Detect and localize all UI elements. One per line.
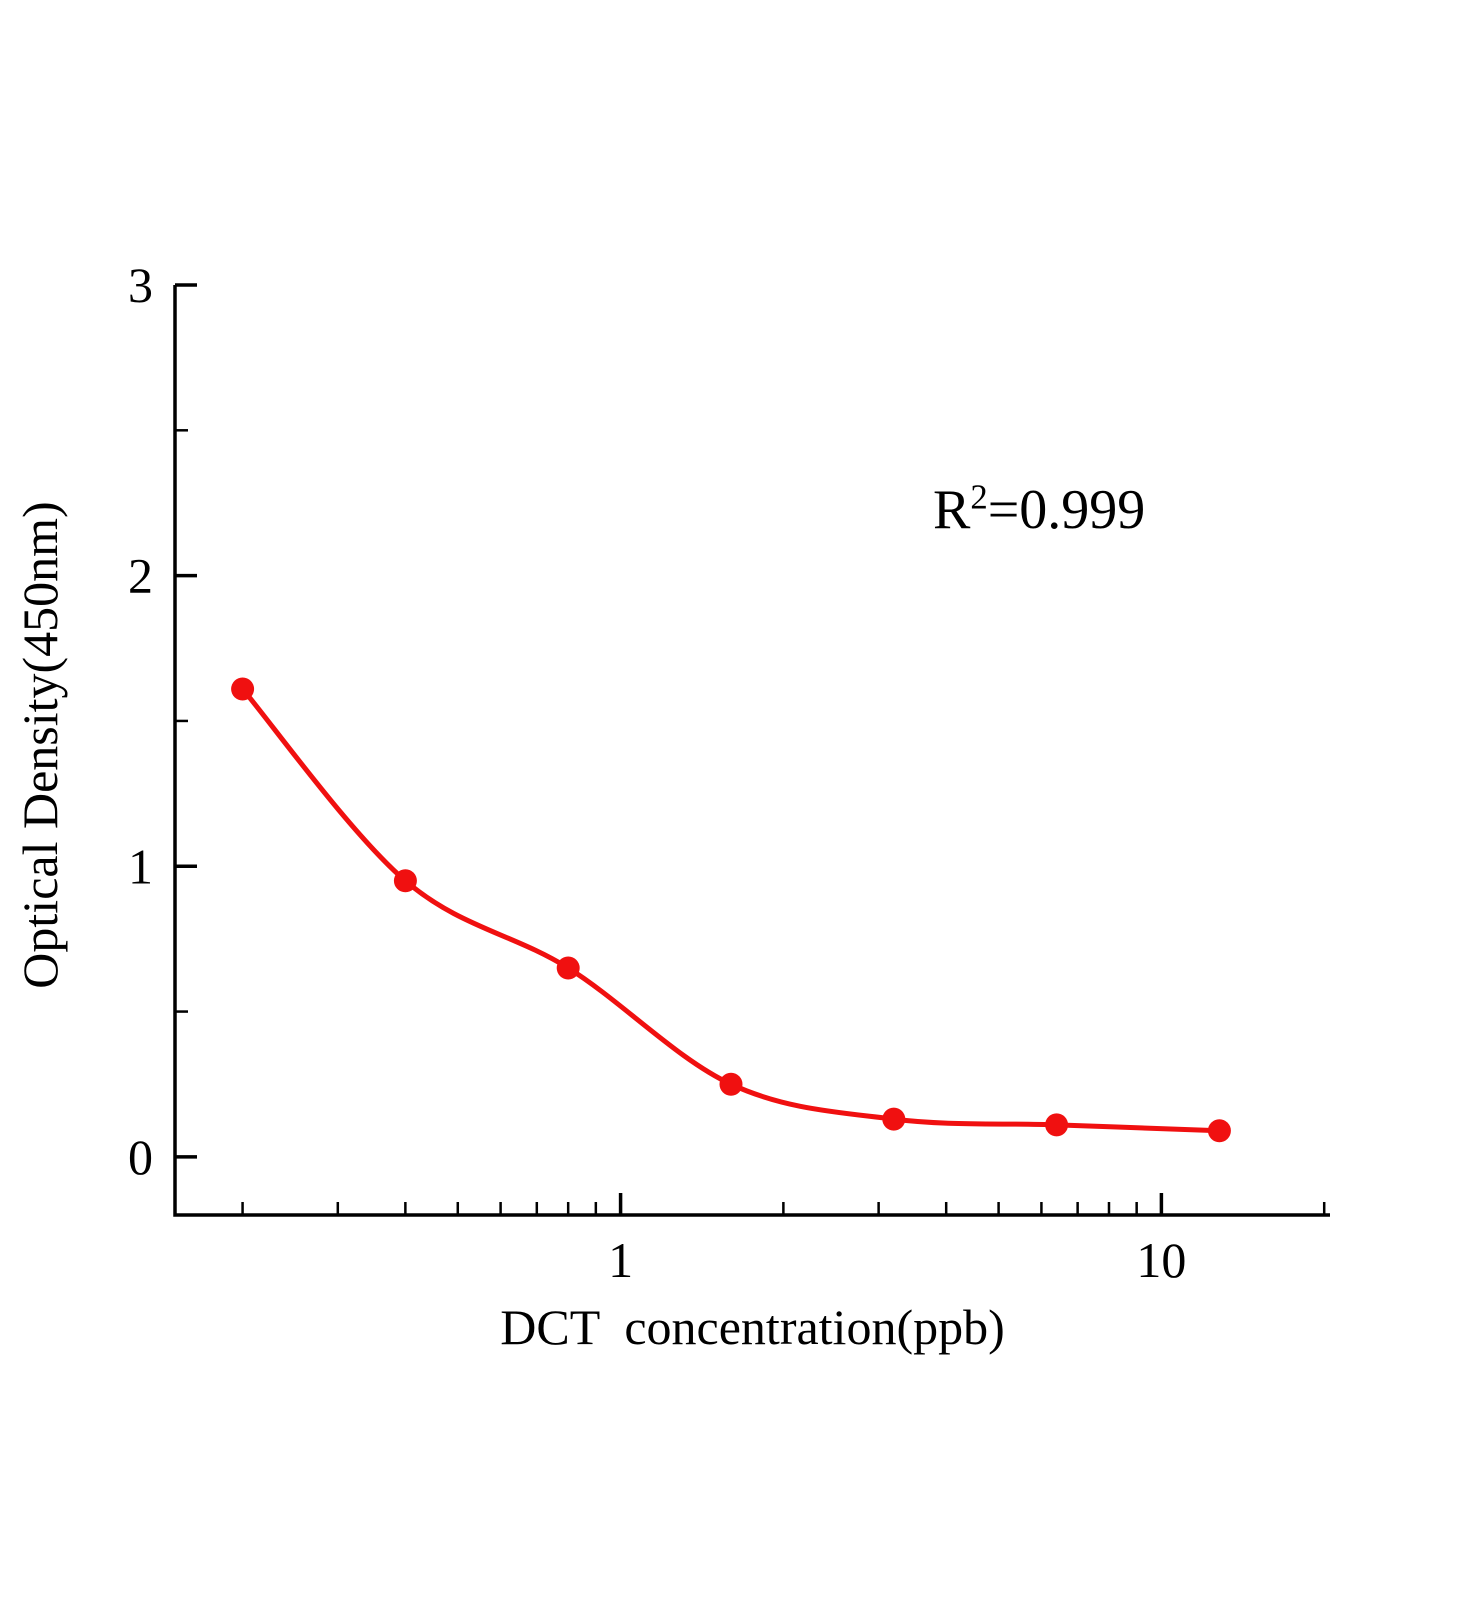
- r-squared-exponent: 2: [970, 477, 988, 517]
- x-tick-label: 1: [608, 1232, 633, 1288]
- y-tick-label: 0: [128, 1129, 153, 1185]
- fit-curve: [240, 686, 1222, 1134]
- x-tick-label: 10: [1136, 1232, 1186, 1288]
- data-points: [231, 677, 1231, 1143]
- y-tick-label: 2: [128, 548, 153, 604]
- x-axis-title: DCT concentration(ppb): [500, 1299, 1005, 1355]
- r-squared-base: R: [933, 479, 971, 541]
- data-point: [882, 1107, 906, 1131]
- data-point: [1207, 1119, 1231, 1143]
- y-tick-label: 3: [128, 257, 153, 313]
- data-point: [556, 956, 580, 980]
- data-point: [719, 1072, 743, 1096]
- data-point: [1045, 1113, 1069, 1137]
- y-axis-title: Optical Density(450nm): [12, 501, 68, 989]
- tick-labels: 0 1 2 3 1 10: [128, 257, 1186, 1288]
- axis-ticks: [175, 283, 1326, 1215]
- y-tick-label: 1: [128, 838, 153, 894]
- data-point: [231, 677, 255, 701]
- r-squared-value: =0.999: [987, 479, 1146, 541]
- r-squared-annotation: R2=0.999: [933, 478, 1145, 542]
- axes: [173, 285, 1330, 1217]
- data-point: [393, 869, 417, 893]
